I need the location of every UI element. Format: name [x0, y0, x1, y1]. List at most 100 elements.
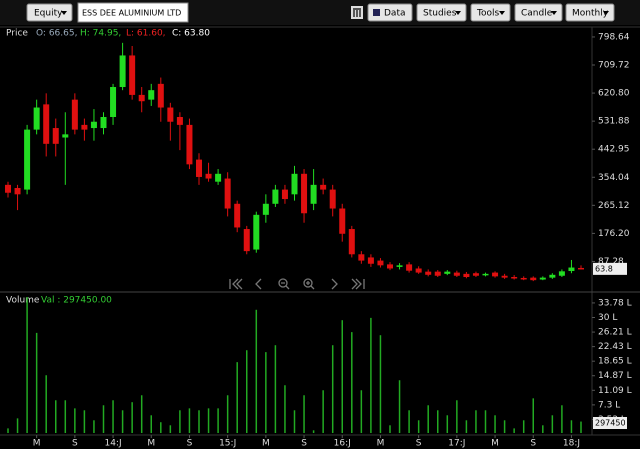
candle-body	[129, 55, 136, 95]
candle-body	[530, 277, 537, 281]
nav-first[interactable]	[229, 278, 243, 290]
button-bg	[416, 3, 467, 22]
volume-bar	[351, 332, 353, 433]
candle-body	[568, 267, 575, 272]
volume-bar	[513, 428, 515, 433]
zoom-out[interactable]	[278, 278, 290, 290]
x-tick-label: M	[262, 439, 270, 449]
volume-bar	[417, 420, 420, 433]
company-field[interactable]: ESS DEE ALUMINIUM LTD	[77, 2, 189, 23]
volume-bar	[83, 410, 86, 433]
candle-body	[511, 277, 518, 279]
candle-body	[24, 129, 31, 190]
toolbar-button[interactable]: Tools	[470, 3, 511, 22]
equity-dropdown[interactable]: Equity	[26, 3, 73, 22]
candle-body	[224, 178, 231, 209]
nav-last[interactable]	[351, 278, 365, 290]
volume-bar	[35, 332, 38, 433]
candle-body	[520, 277, 527, 280]
candle-body	[415, 268, 422, 273]
candle-body	[52, 128, 59, 144]
volume-bar	[456, 400, 458, 433]
volume-bar	[370, 317, 372, 433]
y-tick-label: 33.78 L	[598, 298, 632, 308]
x-tick-label: M	[147, 439, 155, 449]
nav-next[interactable]	[331, 278, 338, 290]
volume-bar	[293, 410, 296, 433]
y-tick-label: 798.64	[598, 32, 630, 42]
button-bg	[367, 3, 413, 22]
volume-bar	[274, 345, 277, 433]
y-tick-label: 620.80	[598, 89, 630, 99]
candle-body	[157, 83, 164, 108]
volume-bar	[131, 402, 133, 433]
volume-bar	[484, 410, 487, 433]
legend-low: L: 61.60,	[126, 29, 166, 39]
volume-panel-label: Volume	[6, 296, 40, 306]
y-tick-label: 709.72	[598, 61, 630, 71]
volume-bar	[55, 400, 57, 433]
dropdown-arrow	[61, 11, 67, 15]
volume-bar	[341, 320, 343, 433]
volume-bar	[284, 385, 286, 433]
volume-bar	[112, 400, 114, 433]
candle-body	[358, 254, 365, 261]
candle-body	[558, 271, 565, 276]
candle-body	[492, 272, 499, 277]
candle-body	[444, 271, 451, 274]
candle-body	[549, 274, 556, 278]
volume-bar	[140, 395, 143, 433]
layout-icon[interactable]	[351, 6, 363, 19]
toolbar-button[interactable]: Studies	[416, 3, 467, 22]
nav-prev[interactable]	[255, 278, 262, 290]
x-tick-label: S	[530, 439, 536, 449]
volume-bar	[303, 395, 305, 433]
toolbar-button[interactable]: Candle	[514, 3, 563, 22]
volume-bar	[331, 345, 334, 433]
candle-body	[434, 271, 441, 276]
candle-body	[387, 264, 393, 269]
volume-bar	[532, 398, 534, 433]
toolbar-button[interactable]: Data	[367, 3, 413, 22]
x-tick-label: 14:J	[104, 439, 121, 449]
candle-body	[90, 121, 97, 129]
y-tick-label: 442.95	[598, 145, 630, 155]
y-tick-label: 7.3 L	[598, 400, 620, 410]
volume-bar	[64, 400, 67, 433]
dropdown-arrow	[455, 11, 461, 15]
volume-bar	[207, 408, 210, 433]
button-bg	[470, 3, 511, 22]
volume-bar	[475, 410, 477, 433]
y-tick-label: 11.09 L	[598, 386, 632, 396]
last-value-tag-bg	[593, 417, 627, 429]
candle-body	[243, 229, 250, 252]
volume-bar	[7, 428, 9, 433]
candle-body	[14, 188, 21, 195]
dropdown-arrow	[551, 11, 557, 15]
candle-body	[33, 107, 40, 130]
last-value-tag: 63.8	[595, 264, 613, 273]
volume-bar	[570, 420, 573, 433]
candle-body	[81, 124, 88, 130]
candle-body	[463, 273, 470, 278]
price-panel-label: Price	[6, 29, 28, 39]
volume-bar	[26, 297, 28, 433]
volume-bar	[398, 380, 401, 433]
candle-body	[62, 134, 69, 138]
volume-bar	[437, 410, 439, 433]
legend-open: O: 66.65,	[36, 29, 77, 39]
volume-bar	[217, 408, 219, 433]
candle-body	[215, 173, 222, 182]
volume-bar	[446, 415, 449, 433]
volume-bar	[379, 335, 382, 433]
volume-bar	[179, 410, 181, 433]
candle-body	[291, 173, 298, 195]
x-tick-label: M	[33, 439, 41, 449]
volume-bar	[102, 405, 105, 433]
y-tick-label: 30 L	[598, 313, 617, 323]
x-tick-label: S	[72, 439, 78, 449]
toolbar-button[interactable]: Monthly	[565, 3, 615, 22]
zoom-in[interactable]	[303, 278, 315, 290]
navigation-controls[interactable]	[229, 278, 365, 290]
volume-bar	[503, 420, 506, 433]
